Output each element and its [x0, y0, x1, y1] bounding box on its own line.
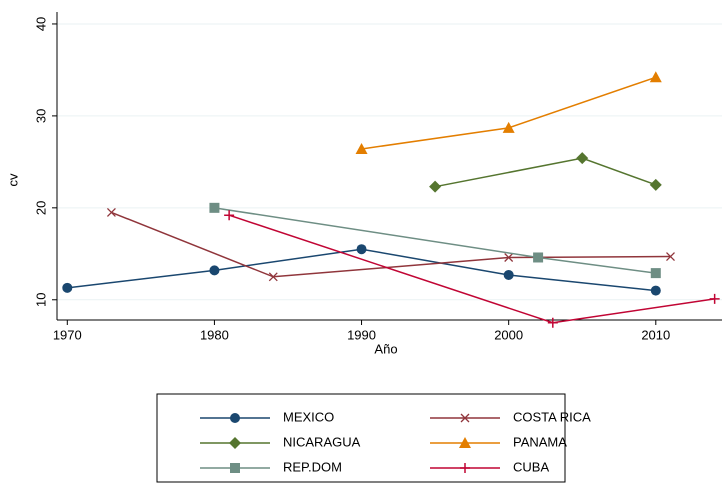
- marker: [547, 317, 558, 328]
- legend-label: MEXICO: [283, 409, 334, 424]
- marker: [224, 210, 235, 221]
- legend-label: NICARAGUA: [283, 434, 361, 449]
- x-tick-label: 2010: [641, 327, 670, 342]
- marker: [62, 282, 73, 293]
- y-tick-label: 40: [33, 17, 48, 31]
- marker: [230, 463, 240, 473]
- x-axis-label: Año: [374, 341, 397, 356]
- marker: [230, 413, 240, 423]
- marker: [503, 269, 514, 280]
- marker: [355, 142, 368, 154]
- marker: [460, 463, 470, 473]
- marker: [209, 265, 220, 276]
- marker: [649, 178, 662, 191]
- legend-label: PANAMA: [513, 434, 567, 449]
- marker: [533, 252, 544, 263]
- marker: [429, 180, 442, 193]
- x-tick-label: 2000: [494, 327, 523, 342]
- marker: [106, 207, 116, 217]
- marker: [268, 272, 278, 282]
- marker: [504, 253, 514, 262]
- marker: [209, 202, 220, 213]
- marker: [459, 437, 471, 448]
- legend-label: REP.DOM: [283, 459, 342, 474]
- legend-box: [156, 393, 566, 483]
- x-tick-label: 1970: [53, 327, 82, 342]
- marker: [229, 437, 241, 449]
- x-tick-label: 1990: [347, 327, 376, 342]
- marker: [502, 121, 515, 133]
- y-axis-label: cv: [5, 173, 20, 187]
- legend-label: CUBA: [513, 459, 549, 474]
- marker: [356, 244, 367, 255]
- marker: [460, 413, 470, 423]
- series-line: [111, 211, 671, 278]
- marker: [650, 268, 661, 279]
- marker: [576, 152, 589, 165]
- marker: [649, 71, 662, 83]
- marker: [709, 293, 720, 304]
- y-tick-label: 30: [33, 109, 48, 123]
- marker: [666, 252, 675, 262]
- marker: [650, 285, 661, 296]
- y-tick-label: 10: [33, 293, 48, 307]
- legend-label: COSTA RICA: [513, 409, 591, 424]
- x-tick-label: 1980: [200, 327, 229, 342]
- y-tick-label: 20: [33, 201, 48, 215]
